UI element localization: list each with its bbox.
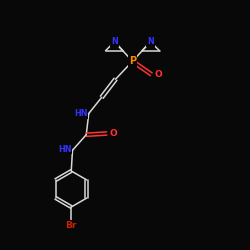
Text: P: P — [129, 56, 136, 66]
Text: HN: HN — [58, 144, 71, 154]
Text: Br: Br — [66, 221, 77, 230]
Text: O: O — [110, 129, 118, 138]
Text: N: N — [147, 37, 154, 46]
Text: HN: HN — [74, 109, 88, 118]
Text: N: N — [111, 37, 118, 46]
Text: O: O — [154, 70, 162, 79]
